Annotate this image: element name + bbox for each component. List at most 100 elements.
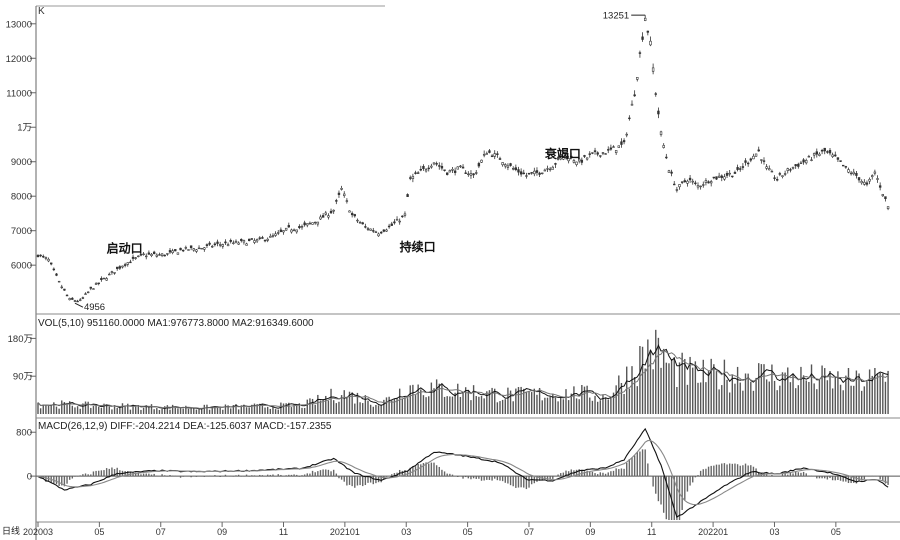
candle [197, 245, 201, 250]
candle [638, 50, 642, 58]
candle [52, 267, 56, 272]
candle [49, 262, 53, 266]
candle [443, 169, 446, 172]
candle [390, 221, 393, 226]
candle [482, 150, 486, 158]
candle [490, 154, 494, 158]
candle [398, 218, 401, 225]
candle [564, 152, 568, 158]
candle [662, 143, 665, 149]
candle [203, 247, 206, 252]
candle [65, 294, 69, 297]
volume-header: VOL(5,10) 951160.0000 MA1:976773.8000 MA… [38, 318, 314, 329]
macd-dea-line [37, 440, 889, 506]
candle [720, 174, 723, 182]
candle [261, 235, 264, 239]
candle [163, 254, 166, 257]
time-tick-label: 11 [279, 527, 288, 537]
candle [709, 179, 713, 187]
candle [546, 165, 549, 172]
candle [42, 254, 45, 259]
candle [445, 172, 449, 176]
candle [519, 168, 523, 177]
candle [754, 153, 758, 157]
low-price-label: 4956 [84, 302, 105, 313]
price-tick-label: 6000 [11, 261, 32, 272]
candle [377, 232, 380, 237]
candle [630, 100, 634, 106]
candle [651, 63, 655, 75]
price-tick-label: 1万 [17, 123, 32, 134]
high-price-label: 13251 [603, 11, 629, 22]
time-tick-label: 05 [94, 527, 104, 537]
time-tick-label: 11 [647, 527, 656, 537]
time-tick-label: 202201 [698, 527, 728, 537]
candle [683, 178, 687, 183]
low-marker [74, 302, 84, 308]
candle [350, 211, 354, 218]
candle [57, 280, 61, 283]
candle [667, 169, 671, 173]
candle [213, 242, 217, 247]
candle [554, 162, 557, 168]
candle [73, 299, 77, 303]
candle [300, 224, 304, 230]
time-tick-label: 09 [217, 527, 227, 537]
candle [878, 182, 882, 191]
candle [47, 257, 50, 263]
price-axis-ticks: 6000 7000 8000 9000 1万 11000 12000 13000 [6, 19, 36, 272]
candle [166, 253, 169, 256]
candle [266, 237, 269, 243]
candle [171, 248, 174, 255]
candle [725, 171, 729, 179]
price-tick-label: 7000 [11, 226, 32, 237]
candle [216, 239, 219, 247]
candle [609, 144, 613, 151]
candle [567, 155, 570, 164]
candle [451, 167, 454, 174]
candle [511, 166, 515, 171]
candle [187, 249, 190, 251]
candle [116, 266, 119, 271]
candle [184, 245, 188, 250]
candle [807, 154, 811, 158]
candle [379, 231, 383, 235]
volume-tick-label: 90万 [13, 372, 33, 383]
candle [823, 147, 826, 155]
candle [810, 156, 813, 162]
candle [271, 233, 275, 238]
candle [182, 249, 185, 253]
candle [538, 171, 541, 177]
candle [665, 153, 668, 160]
candle [248, 238, 251, 242]
candle [849, 170, 853, 176]
candle [71, 297, 74, 300]
candle [855, 171, 858, 179]
gap-label-start: 启动口 [107, 240, 143, 255]
candle [815, 148, 819, 158]
candle [68, 297, 71, 301]
candle [284, 227, 288, 231]
time-tick-label: 05 [831, 527, 841, 537]
candle [583, 154, 586, 158]
candle [63, 288, 66, 291]
candle [865, 180, 869, 187]
candle [686, 179, 689, 187]
candle [749, 157, 753, 163]
candle [366, 226, 370, 231]
candle [340, 185, 343, 191]
candle [200, 247, 203, 250]
macd-tick-label: 0 [27, 472, 32, 483]
time-tick-label: 03 [401, 527, 411, 537]
candle [773, 175, 776, 181]
candle [97, 282, 100, 286]
candle [242, 239, 246, 245]
candle [89, 286, 93, 291]
candle [752, 153, 755, 160]
candle [147, 250, 151, 255]
candle [427, 165, 430, 172]
candle [836, 157, 840, 163]
candle [113, 272, 116, 275]
candle [604, 153, 607, 155]
